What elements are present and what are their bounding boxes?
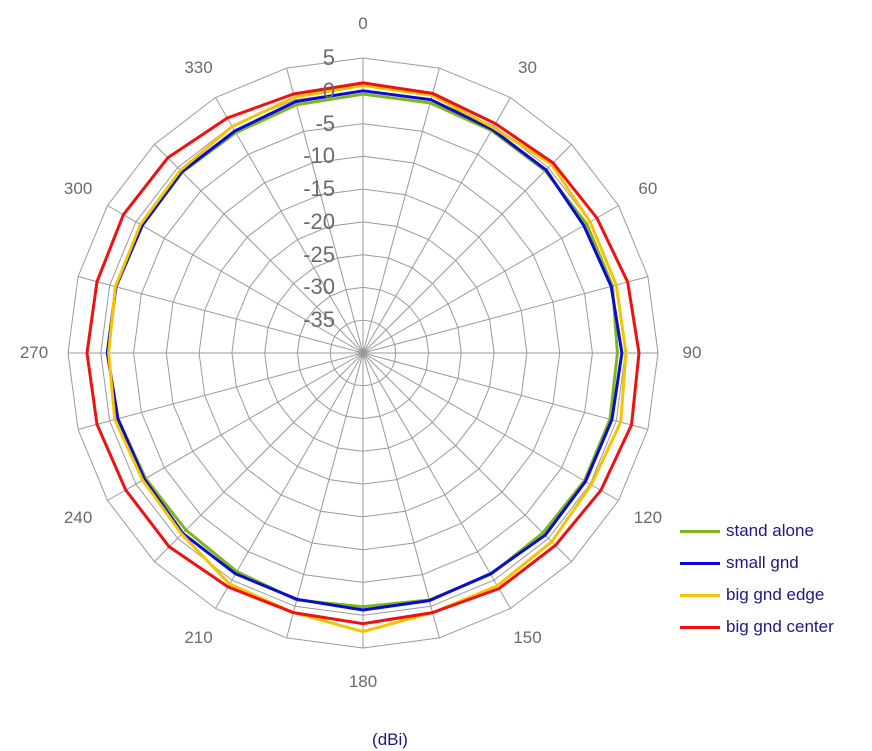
legend-item: stand alone (680, 515, 834, 547)
grid-spoke (362, 144, 572, 354)
angle-label-270: 270 (19, 343, 49, 362)
grid-spoke (362, 352, 619, 501)
legend-swatch (680, 561, 720, 565)
radial-tick-label: -30 (303, 274, 335, 300)
legend-label: big gnd edge (726, 585, 825, 604)
radial-tick-label: -35 (303, 307, 335, 333)
radial-tick-label: -10 (303, 143, 335, 169)
angle-label-240: 240 (63, 507, 93, 527)
angle-label-120: 120 (633, 507, 663, 527)
grid-spoke (107, 352, 364, 501)
grid-spoke (154, 144, 364, 354)
grid-spoke (362, 97, 511, 354)
legend-item: big gnd edge (680, 579, 834, 611)
angle-label-150: 150 (513, 627, 542, 647)
grid-spoke (107, 205, 364, 354)
angle-label-0: 0 (358, 14, 368, 33)
grid-spoke (362, 352, 440, 639)
series-line-small-gnd (105, 89, 624, 612)
legend-label: big gnd center (726, 617, 834, 636)
angle-label-330: 330 (184, 58, 213, 78)
grid-spoke (215, 97, 364, 354)
legend-swatch (680, 529, 720, 533)
series-line-big-gnd-edge (107, 84, 628, 634)
grid-spoke (362, 352, 649, 430)
radial-tick-label: -15 (303, 176, 335, 202)
legend-label: stand alone (726, 521, 814, 540)
legend-swatch (680, 593, 720, 597)
legend-item: small gnd (680, 547, 834, 579)
grid-spoke (286, 67, 364, 354)
angle-label-30: 30 (518, 58, 537, 78)
legend-item: big gnd center (680, 611, 834, 643)
unit-label: (dBi) (372, 730, 408, 749)
polar-grid (67, 57, 659, 649)
grid-spoke (362, 205, 619, 354)
radial-tick-label: -25 (303, 241, 335, 267)
angle-label-90: 90 (682, 343, 702, 362)
grid-spoke (286, 352, 364, 639)
angle-label-180: 180 (348, 672, 378, 691)
angle-label-300: 300 (63, 178, 93, 198)
angle-label-210: 210 (184, 627, 213, 647)
grid-spoke (154, 352, 364, 562)
legend-label: small gnd (726, 553, 799, 572)
radial-tick-label: -20 (303, 208, 335, 234)
grid-spoke (215, 352, 364, 609)
grid-spoke (362, 352, 572, 562)
legend-swatch (680, 625, 720, 629)
radial-tick-label: 5 (322, 45, 335, 70)
grid-spoke (77, 352, 364, 430)
grid-spoke (77, 276, 364, 354)
series-layer (85, 81, 641, 634)
legend: stand alone small gnd big gnd edge big gnd … (680, 515, 834, 643)
angle-label-60: 60 (638, 178, 658, 198)
grid-spoke (362, 352, 511, 609)
series-line-big-gnd-center (85, 81, 641, 626)
grid-spoke (362, 276, 649, 354)
radial-tick-label: -5 (315, 110, 335, 136)
grid-spoke (362, 67, 440, 354)
radial-tick-label: 0 (322, 77, 335, 103)
